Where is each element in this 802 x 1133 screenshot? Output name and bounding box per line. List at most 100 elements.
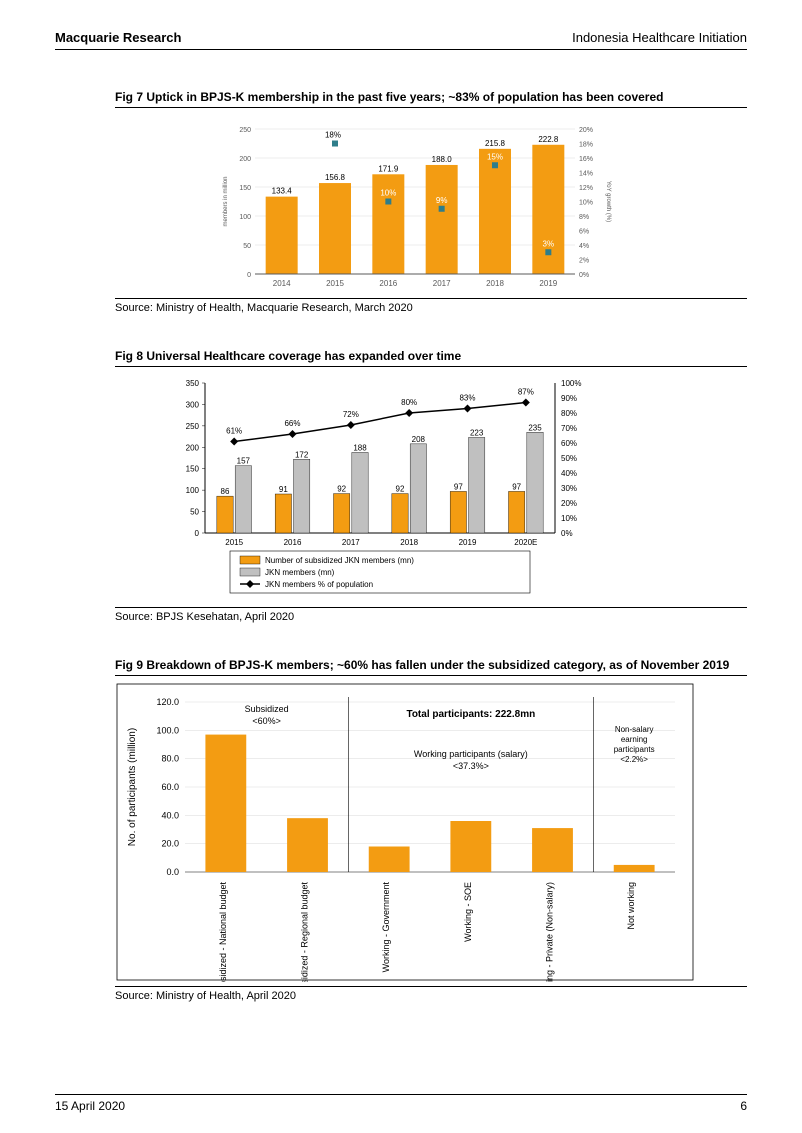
- svg-text:91: 91: [279, 485, 288, 494]
- svg-text:16%: 16%: [579, 156, 593, 163]
- svg-text:83%: 83%: [459, 394, 475, 403]
- fig7-source: Source: Ministry of Health, Macquarie Re…: [115, 298, 747, 314]
- svg-text:222.8: 222.8: [538, 135, 559, 144]
- svg-text:70%: 70%: [561, 424, 577, 433]
- svg-text:<37.3%>: <37.3%>: [453, 761, 489, 771]
- svg-text:120.0: 120.0: [156, 697, 179, 707]
- svg-text:60%: 60%: [561, 439, 577, 448]
- svg-text:97: 97: [512, 482, 521, 491]
- svg-text:87%: 87%: [518, 388, 534, 397]
- svg-text:2019: 2019: [539, 279, 557, 288]
- svg-text:15%: 15%: [487, 152, 503, 161]
- svg-text:100: 100: [239, 214, 251, 221]
- svg-text:2015: 2015: [326, 279, 344, 288]
- svg-text:Working - SOE: Working - SOE: [463, 882, 473, 942]
- svg-text:92: 92: [337, 485, 346, 494]
- svg-text:10%: 10%: [380, 189, 396, 198]
- fig9-title: Fig 9 Breakdown of BPJS-K members; ~60% …: [115, 658, 747, 676]
- svg-text:Working - Government: Working - Government: [381, 882, 391, 973]
- svg-text:Subsidized - National budget: Subsidized - National budget: [218, 882, 228, 982]
- svg-text:2%: 2%: [579, 258, 589, 265]
- page-footer: 15 April 2020 6: [55, 1094, 747, 1113]
- svg-text:40.0: 40.0: [161, 810, 179, 820]
- svg-text:72%: 72%: [343, 410, 359, 419]
- svg-text:9%: 9%: [436, 196, 448, 205]
- svg-text:10%: 10%: [561, 514, 577, 523]
- svg-text:250: 250: [239, 127, 251, 134]
- svg-text:188: 188: [353, 443, 367, 452]
- svg-text:JKN members (mn): JKN members (mn): [265, 568, 335, 577]
- header-right: Indonesia Healthcare Initiation: [572, 30, 747, 45]
- fig8-title: Fig 8 Universal Healthcare coverage has …: [115, 349, 747, 367]
- footer-page: 6: [740, 1099, 747, 1113]
- svg-text:215.8: 215.8: [485, 139, 506, 148]
- svg-text:0%: 0%: [561, 529, 573, 538]
- svg-text:20.0: 20.0: [161, 839, 179, 849]
- svg-text:2014: 2014: [273, 279, 291, 288]
- svg-text:Working participants (salary): Working participants (salary): [414, 749, 528, 759]
- fig7-chart: 0501001502002500%2%4%6%8%10%12%14%16%18%…: [115, 114, 747, 294]
- svg-text:0.0: 0.0: [166, 867, 179, 877]
- svg-text:0: 0: [247, 272, 251, 279]
- svg-text:10%: 10%: [579, 200, 593, 207]
- svg-text:2019: 2019: [459, 538, 477, 547]
- footer-date: 15 April 2020: [55, 1099, 125, 1113]
- svg-text:150: 150: [239, 185, 251, 192]
- svg-text:YoY growth (%): YoY growth (%): [605, 181, 611, 222]
- fig8-block: Fig 8 Universal Healthcare coverage has …: [115, 349, 747, 623]
- svg-text:300: 300: [186, 400, 200, 409]
- svg-text:86: 86: [221, 487, 230, 496]
- svg-text:188.0: 188.0: [432, 155, 453, 164]
- svg-text:6%: 6%: [579, 229, 589, 236]
- svg-text:223: 223: [470, 428, 484, 437]
- fig9-chart: 0.020.040.060.080.0100.0120.0No. of part…: [115, 682, 747, 982]
- page-header: Macquarie Research Indonesia Healthcare …: [55, 30, 747, 50]
- svg-text:members in million: members in million: [223, 176, 229, 226]
- svg-text:80.0: 80.0: [161, 754, 179, 764]
- svg-text:2017: 2017: [433, 279, 451, 288]
- svg-text:2015: 2015: [225, 538, 243, 547]
- svg-text:Subsidized - Regional budget: Subsidized - Regional budget: [300, 882, 310, 982]
- svg-text:<60%>: <60%>: [252, 716, 281, 726]
- svg-text:Working - Private (Non-salary): Working - Private (Non-salary): [545, 882, 555, 982]
- svg-text:Non-salary: Non-salary: [615, 725, 654, 734]
- svg-text:18%: 18%: [579, 142, 593, 149]
- svg-text:80%: 80%: [561, 409, 577, 418]
- svg-text:2016: 2016: [379, 279, 397, 288]
- fig8-source: Source: BPJS Kesehatan, April 2020: [115, 607, 747, 623]
- svg-text:61%: 61%: [226, 427, 242, 436]
- svg-text:100.0: 100.0: [156, 725, 179, 735]
- svg-text:235: 235: [528, 423, 542, 432]
- svg-text:133.4: 133.4: [272, 187, 293, 196]
- svg-text:2018: 2018: [400, 538, 418, 547]
- svg-text:12%: 12%: [579, 185, 593, 192]
- fig7-title: Fig 7 Uptick in BPJS-K membership in the…: [115, 90, 747, 108]
- svg-text:0%: 0%: [579, 272, 589, 279]
- svg-text:150: 150: [186, 465, 200, 474]
- svg-text:Subsidized: Subsidized: [245, 704, 289, 714]
- svg-text:0: 0: [195, 529, 200, 538]
- svg-text:97: 97: [454, 482, 463, 491]
- svg-text:2017: 2017: [342, 538, 360, 547]
- svg-text:200: 200: [239, 156, 251, 163]
- svg-text:earning: earning: [621, 735, 648, 744]
- svg-text:18%: 18%: [325, 131, 341, 140]
- svg-text:2016: 2016: [284, 538, 302, 547]
- svg-text:30%: 30%: [561, 484, 577, 493]
- svg-text:8%: 8%: [579, 214, 589, 221]
- svg-text:50: 50: [190, 508, 199, 517]
- svg-text:20%: 20%: [579, 127, 593, 134]
- svg-text:participants: participants: [614, 745, 655, 754]
- svg-text:208: 208: [412, 435, 426, 444]
- svg-text:Number of subsidized JKN membe: Number of subsidized JKN members (mn): [265, 556, 414, 565]
- header-left: Macquarie Research: [55, 30, 181, 45]
- svg-text:100: 100: [186, 486, 200, 495]
- svg-text:171.9: 171.9: [378, 164, 399, 173]
- svg-text:200: 200: [186, 443, 200, 452]
- svg-text:350: 350: [186, 379, 200, 388]
- svg-text:4%: 4%: [579, 243, 589, 250]
- svg-text:JKN members % of population: JKN members % of population: [265, 580, 373, 589]
- fig8-chart: 0501001502002503003500%10%20%30%40%50%60…: [115, 373, 747, 603]
- svg-text:80%: 80%: [401, 398, 417, 407]
- svg-text:172: 172: [295, 450, 309, 459]
